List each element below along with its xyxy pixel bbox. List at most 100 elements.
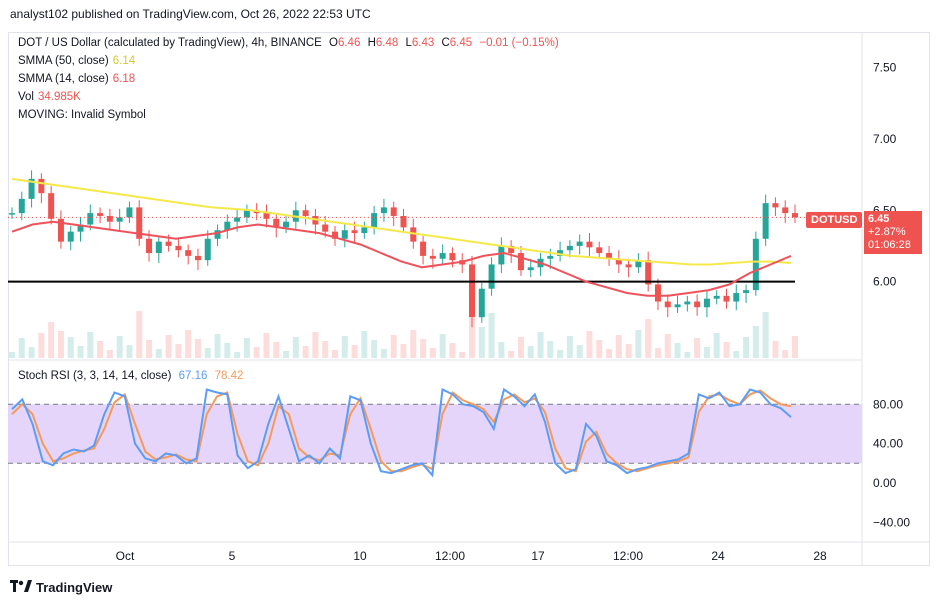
volume-bar: [586, 331, 593, 358]
smma14-value: 6.18: [112, 73, 136, 85]
moving-row[interactable]: MOVING: Invalid Symbol: [18, 106, 559, 124]
candle-body: [586, 241, 593, 248]
volume-bar: [146, 340, 153, 358]
volume-bar: [97, 341, 104, 358]
candle-body: [596, 247, 603, 254]
volume-value: 34.985K: [38, 91, 81, 103]
candle-body: [566, 245, 573, 251]
volume-bar: [752, 326, 759, 358]
volume-bar: [557, 350, 564, 358]
candle-body: [234, 217, 241, 222]
volume-bar: [371, 340, 378, 358]
volume-bar: [57, 331, 64, 358]
tradingview-logo[interactable]: TradingView: [10, 580, 112, 595]
candle-body: [615, 258, 622, 265]
rsi-axis-label: −40.00: [873, 515, 910, 529]
volume-bar: [204, 348, 211, 358]
volume-bar: [410, 330, 417, 358]
volume-bar: [429, 348, 436, 358]
volume-bar: [508, 351, 515, 358]
candle-body: [792, 213, 798, 218]
candle-body: [106, 215, 113, 222]
candle-body: [351, 230, 358, 234]
volume-bar: [537, 332, 544, 358]
candle-body: [341, 230, 348, 239]
volume-bar: [224, 343, 231, 358]
candle-body: [410, 227, 417, 242]
candle-body: [155, 241, 162, 254]
candle-body: [762, 203, 769, 239]
volume-bar: [782, 350, 789, 358]
volume-bar: [87, 332, 94, 358]
volume-bar: [635, 330, 642, 358]
smma14-row[interactable]: SMMA (14, close) 6.18: [18, 70, 559, 88]
volume-bar: [106, 350, 113, 358]
rsi-axis-label: 40.00: [873, 437, 903, 451]
volume-bar: [488, 313, 495, 358]
candle-body: [214, 230, 221, 239]
candle-body: [547, 255, 554, 259]
smma14-line: [11, 220, 792, 297]
candle-body: [429, 255, 436, 259]
volume-bar: [743, 337, 750, 358]
candle-body: [126, 207, 133, 218]
time-axis-label: 12:00: [613, 549, 643, 563]
time-axis-label: 10: [353, 549, 367, 563]
high-label: H: [367, 37, 376, 49]
volume-bar: [674, 343, 681, 358]
candle-body: [625, 264, 632, 268]
volume-bar: [116, 336, 123, 358]
volume-bar: [194, 339, 201, 358]
stoch-rsi-legend[interactable]: Stoch RSI (3, 3, 14, 14, close) 67.16 78…: [18, 367, 243, 385]
candle-body: [498, 245, 505, 265]
candle-body: [185, 250, 192, 256]
volume-row[interactable]: Vol 34.985K: [18, 88, 559, 106]
candle-body: [488, 264, 495, 289]
volume-bar: [18, 338, 25, 358]
last-price: 6.45: [868, 213, 890, 225]
volume-bar: [615, 335, 622, 358]
stoch-d-line: [11, 389, 792, 473]
price-axis-label: 7.00: [873, 132, 897, 146]
chart-frame[interactable]: [8, 32, 930, 566]
candle-body: [9, 213, 15, 215]
candle-body: [703, 298, 710, 308]
open-value: 6.46: [337, 37, 361, 49]
volume-bar: [283, 351, 290, 358]
volume-bar: [28, 347, 35, 358]
volume-bar: [645, 319, 652, 358]
candle-body: [576, 241, 583, 246]
volume-bar: [792, 336, 798, 358]
candle-body: [67, 231, 74, 242]
symbol-tag: DOTUSD: [806, 212, 863, 228]
candle-body: [194, 255, 201, 261]
candle-body: [400, 215, 407, 228]
volume-bar: [312, 332, 319, 358]
volume-bar: [684, 352, 691, 358]
low-label: L: [405, 37, 412, 49]
volume-bar: [547, 341, 554, 358]
time-axis-label: 12:00: [435, 549, 465, 563]
candle-body: [654, 284, 661, 302]
candle-body: [87, 213, 94, 225]
low-value: 6.43: [411, 37, 435, 49]
volume-bar: [390, 335, 397, 358]
volume-bar: [165, 335, 172, 358]
volume-bar: [566, 336, 573, 358]
volume-bar: [351, 345, 358, 358]
candlestick-series: [9, 170, 798, 328]
volume-bar: [664, 334, 671, 358]
time-axis-label: 24: [711, 549, 725, 563]
volume-bar: [263, 333, 270, 358]
volume-bar: [517, 337, 524, 358]
candle-body: [97, 213, 104, 216]
volume-bar: [478, 327, 485, 358]
price-axis-label: 7.50: [873, 61, 897, 75]
volume-bar: [48, 322, 55, 358]
change-value: −0.01 (−0.15%): [479, 37, 559, 49]
smma50-row[interactable]: SMMA (50, close) 6.14: [18, 52, 559, 70]
candle-body: [606, 253, 613, 259]
candle-body: [263, 213, 270, 219]
volume-bar: [243, 338, 250, 358]
